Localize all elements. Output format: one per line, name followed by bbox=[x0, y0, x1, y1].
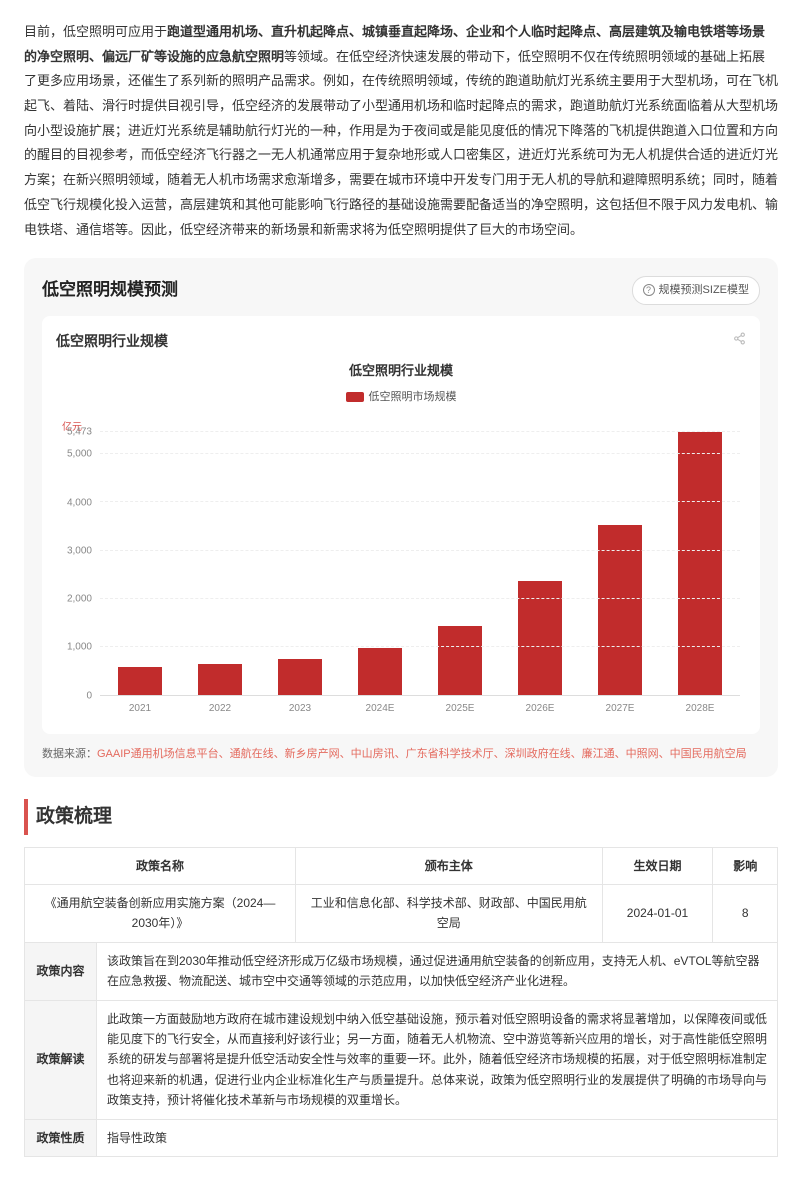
bar-slot bbox=[660, 432, 740, 695]
x-tick-label: 2024E bbox=[340, 699, 420, 718]
row-label-nature: 政策性质 bbox=[25, 1119, 97, 1156]
source-label: 数据来源： bbox=[42, 748, 97, 760]
legend-swatch bbox=[346, 392, 364, 402]
model-badge[interactable]: ? 规模预测SIZE模型 bbox=[632, 276, 760, 305]
y-tick-label: 2,000 bbox=[67, 590, 92, 609]
policy-section-title: 政策梳理 bbox=[24, 799, 778, 835]
chart-bars bbox=[100, 432, 740, 695]
chart-bar[interactable] bbox=[438, 626, 481, 694]
row-label-content: 政策内容 bbox=[25, 942, 97, 1000]
forecast-title: 低空照明规模预测 bbox=[42, 274, 178, 306]
intro-paragraph: 目前，低空照明可应用于跑道型通用机场、直升机起降点、城镇垂直起降场、企业和个人临… bbox=[24, 20, 778, 242]
y-tick-label: 3,000 bbox=[67, 541, 92, 560]
y-tick-label: 1,000 bbox=[67, 638, 92, 657]
table-row: 《通用航空装备创新应用实施方案（2024—2030年）》 工业和信息化部、科学技… bbox=[25, 885, 778, 943]
forecast-header: 低空照明规模预测 ? 规模预测SIZE模型 bbox=[42, 274, 760, 306]
policy-table: 政策名称 颁布主体 生效日期 影响 《通用航空装备创新应用实施方案（2024—2… bbox=[24, 847, 778, 1157]
bar-slot bbox=[340, 432, 420, 695]
y-tick-label: 4,000 bbox=[67, 493, 92, 512]
intro-post: 等领域。在低空经济快速发展的带动下，低空照明不仅在传统照明领域的基础上拓展了更多… bbox=[24, 49, 778, 237]
bar-slot bbox=[580, 432, 660, 695]
chart-bar[interactable] bbox=[358, 648, 401, 695]
cell-interp: 此政策一方面鼓励地方政府在城市建设规划中纳入低空基础设施，预示着对低空照明设备的… bbox=[97, 1000, 778, 1119]
row-label-interp: 政策解读 bbox=[25, 1000, 97, 1119]
cell-issuer: 工业和信息化部、科学技术部、财政部、中国民用航空局 bbox=[296, 885, 602, 943]
y-tick-label: 5,473 bbox=[67, 422, 92, 441]
table-header-row: 政策名称 颁布主体 生效日期 影响 bbox=[25, 847, 778, 884]
data-source-row: 数据来源：GAAIP通用机场信息平台、通航在线、新乡房产网、中山房讯、广东省科学… bbox=[42, 744, 760, 765]
x-tick-label: 2026E bbox=[500, 699, 580, 718]
legend-label: 低空照明市场规模 bbox=[369, 387, 457, 408]
chart-plot bbox=[100, 432, 740, 696]
col-policy-name: 政策名称 bbox=[25, 847, 296, 884]
col-issuer: 颁布主体 bbox=[296, 847, 602, 884]
table-row: 政策内容 该政策旨在到2030年推动低空经济形成万亿级市场规模，通过促进通用航空… bbox=[25, 942, 778, 1000]
x-tick-label: 2028E bbox=[660, 699, 740, 718]
cell-policy-name: 《通用航空装备创新应用实施方案（2024—2030年）》 bbox=[25, 885, 296, 943]
forecast-panel: 低空照明规模预测 ? 规模预测SIZE模型 低空照明行业规模 低空照明行业规模 … bbox=[24, 258, 778, 776]
chart-card-title: 低空照明行业规模 bbox=[56, 328, 168, 355]
bar-slot bbox=[100, 432, 180, 695]
x-axis-labels: 2021202220232024E2025E2026E2027E2028E bbox=[100, 699, 740, 718]
x-tick-label: 2023 bbox=[260, 699, 340, 718]
col-impact: 影响 bbox=[713, 847, 778, 884]
y-axis: 01,0002,0003,0004,0005,0005,473 bbox=[56, 432, 96, 696]
table-row: 政策解读 此政策一方面鼓励地方政府在城市建设规划中纳入低空基础设施，预示着对低空… bbox=[25, 1000, 778, 1119]
cell-date: 2024-01-01 bbox=[602, 885, 713, 943]
chart-bar[interactable] bbox=[278, 659, 321, 695]
bar-slot bbox=[260, 432, 340, 695]
y-tick-label: 5,000 bbox=[67, 445, 92, 464]
model-badge-label: 规模预测SIZE模型 bbox=[659, 280, 749, 301]
y-tick-label: 0 bbox=[86, 686, 92, 705]
bar-slot bbox=[180, 432, 260, 695]
table-row: 政策性质 指导性政策 bbox=[25, 1119, 778, 1156]
chart-bar[interactable] bbox=[678, 432, 721, 695]
bar-slot bbox=[500, 432, 580, 695]
x-tick-label: 2027E bbox=[580, 699, 660, 718]
x-tick-label: 2022 bbox=[180, 699, 260, 718]
help-icon: ? bbox=[643, 284, 655, 296]
cell-impact: 8 bbox=[713, 885, 778, 943]
col-date: 生效日期 bbox=[602, 847, 713, 884]
chart-area: 亿元 01,0002,0003,0004,0005,0005,473 20212… bbox=[56, 414, 746, 724]
chart-card-header: 低空照明行业规模 bbox=[56, 328, 746, 355]
cell-nature: 指导性政策 bbox=[97, 1119, 778, 1156]
cell-content: 该政策旨在到2030年推动低空经济形成万亿级市场规模，通过促进通用航空装备的创新… bbox=[97, 942, 778, 1000]
share-icon[interactable] bbox=[733, 329, 746, 354]
chart-legend: 低空照明市场规模 bbox=[56, 387, 746, 408]
intro-pre: 目前，低空照明可应用于 bbox=[24, 24, 167, 39]
chart-card: 低空照明行业规模 低空照明行业规模 低空照明市场规模 亿元 01,0002,00… bbox=[42, 316, 760, 733]
chart-inner-title: 低空照明行业规模 bbox=[56, 359, 746, 384]
x-tick-label: 2025E bbox=[420, 699, 500, 718]
chart-bar[interactable] bbox=[118, 667, 161, 695]
chart-bar[interactable] bbox=[198, 664, 241, 695]
bar-slot bbox=[420, 432, 500, 695]
x-tick-label: 2021 bbox=[100, 699, 180, 718]
source-links[interactable]: GAAIP通用机场信息平台、通航在线、新乡房产网、中山房讯、广东省科学技术厅、深… bbox=[97, 748, 747, 760]
